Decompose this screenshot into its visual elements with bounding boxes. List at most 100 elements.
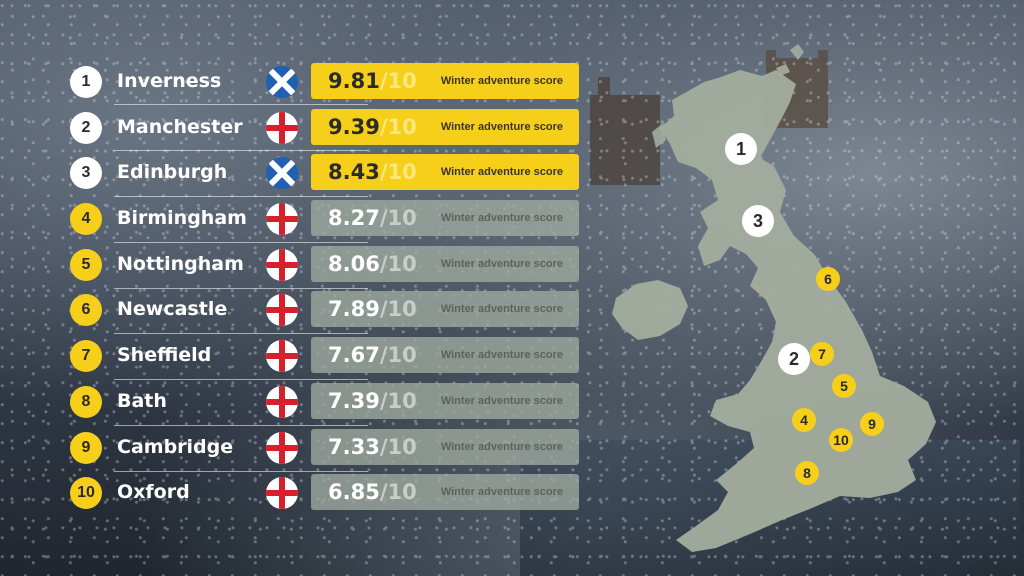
score-out-of: /10 (379, 297, 417, 321)
score-card: 9.81/10 Winter adventure score (311, 63, 579, 99)
score-value: 9.39 (328, 115, 380, 139)
ranking-row: 9 Cambridge 7.33/10 Winter adventure sco… (70, 426, 590, 470)
map-marker: 10 (829, 428, 853, 452)
score-out-of: /10 (379, 480, 417, 504)
score-label: Winter adventure score (440, 486, 563, 498)
england-flag-icon (266, 386, 298, 418)
score-value: 8.06 (328, 252, 380, 276)
score-value: 7.39 (328, 389, 380, 413)
row-divider (114, 288, 368, 289)
ranking-row: 4 Birmingham 8.27/10 Winter adventure sc… (70, 197, 590, 241)
map-marker: 1 (725, 133, 757, 165)
ranking-row: 1 Inverness 9.81/10 Winter adventure sco… (70, 60, 590, 104)
map-marker: 5 (832, 374, 856, 398)
score-card: 9.39/10 Winter adventure score (311, 109, 579, 145)
score-label: Winter adventure score (440, 258, 563, 270)
ranking-row: 5 Nottingham 8.06/10 Winter adventure sc… (70, 243, 590, 287)
shetland-islands (790, 44, 804, 60)
score-out-of: /10 (379, 115, 417, 139)
map-marker: 6 (816, 267, 840, 291)
cathedral-silhouette (590, 77, 660, 185)
england-flag-icon (266, 477, 298, 509)
city-name: Nottingham (117, 253, 244, 275)
rank-badge: 1 (70, 66, 102, 98)
score-card: 6.85/10 Winter adventure score (311, 474, 579, 510)
row-divider (114, 242, 368, 243)
score-card: 8.43/10 Winter adventure score (311, 154, 579, 190)
city-name: Cambridge (117, 436, 234, 458)
orkney-islands (776, 64, 790, 76)
row-divider (114, 196, 368, 197)
row-divider (114, 104, 368, 105)
rank-badge: 3 (70, 157, 102, 189)
score-card: 7.67/10 Winter adventure score (311, 337, 579, 373)
row-divider (114, 379, 368, 380)
ranking-row: 8 Bath 7.39/10 Winter adventure score (70, 380, 590, 424)
score-label: Winter adventure score (440, 75, 563, 87)
score-out-of: /10 (379, 435, 417, 459)
england-flag-icon (266, 112, 298, 144)
england-flag-icon (266, 432, 298, 464)
score-value: 6.85 (328, 480, 380, 504)
city-name: Oxford (117, 481, 190, 503)
map-marker: 7 (810, 342, 834, 366)
scotland-flag-icon (266, 157, 298, 189)
ranking-row: 10 Oxford 6.85/10 Winter adventure score (70, 471, 590, 515)
rank-badge: 7 (70, 340, 102, 372)
score-label: Winter adventure score (440, 212, 563, 224)
rank-badge: 6 (70, 294, 102, 326)
city-name: Sheffield (117, 344, 212, 366)
map-marker: 2 (778, 343, 810, 375)
score-label: Winter adventure score (440, 121, 563, 133)
row-divider (114, 333, 368, 334)
score-card: 7.89/10 Winter adventure score (311, 291, 579, 327)
england-flag-icon (266, 203, 298, 235)
city-name: Newcastle (117, 298, 228, 320)
score-out-of: /10 (379, 252, 417, 276)
rank-badge: 9 (70, 432, 102, 464)
score-out-of: /10 (379, 206, 417, 230)
score-value: 8.27 (328, 206, 380, 230)
score-out-of: /10 (379, 343, 417, 367)
city-name: Birmingham (117, 207, 247, 229)
ranking-row: 6 Newcastle 7.89/10 Winter adventure sco… (70, 288, 590, 332)
score-label: Winter adventure score (440, 166, 563, 178)
score-out-of: /10 (379, 69, 417, 93)
score-label: Winter adventure score (440, 441, 563, 453)
score-value: 7.33 (328, 435, 380, 459)
map-marker: 3 (742, 205, 774, 237)
rank-badge: 4 (70, 203, 102, 235)
score-value: 9.81 (328, 69, 380, 93)
score-value: 7.67 (328, 343, 380, 367)
rank-badge: 5 (70, 249, 102, 281)
score-card: 8.06/10 Winter adventure score (311, 246, 579, 282)
city-name: Inverness (117, 70, 222, 92)
england-flag-icon (266, 294, 298, 326)
rank-badge: 8 (70, 386, 102, 418)
score-value: 8.43 (328, 160, 380, 184)
score-label: Winter adventure score (440, 349, 563, 361)
england-flag-icon (266, 249, 298, 281)
score-label: Winter adventure score (440, 303, 563, 315)
score-label: Winter adventure score (440, 395, 563, 407)
map-marker: 9 (860, 412, 884, 436)
city-name: Manchester (117, 116, 243, 138)
row-divider (114, 425, 368, 426)
score-card: 8.27/10 Winter adventure score (311, 200, 579, 236)
city-name: Edinburgh (117, 161, 228, 183)
city-name: Bath (117, 390, 167, 412)
ranking-row: 3 Edinburgh 8.43/10 Winter adventure sco… (70, 151, 590, 195)
ranking-row: 7 Sheffield 7.67/10 Winter adventure sco… (70, 334, 590, 378)
ranking-row: 2 Manchester 9.39/10 Winter adventure sc… (70, 106, 590, 150)
score-card: 7.39/10 Winter adventure score (311, 383, 579, 419)
score-out-of: /10 (379, 389, 417, 413)
uk-map: 1 2 3 4 5 6 7 8 9 10 (600, 40, 960, 560)
score-out-of: /10 (379, 160, 417, 184)
england-flag-icon (266, 340, 298, 372)
scotland-flag-icon (266, 66, 298, 98)
map-marker: 8 (795, 461, 819, 485)
row-divider (114, 471, 368, 472)
outer-hebrides (652, 124, 666, 148)
score-value: 7.89 (328, 297, 380, 321)
northern-ireland-landmass (612, 280, 688, 340)
